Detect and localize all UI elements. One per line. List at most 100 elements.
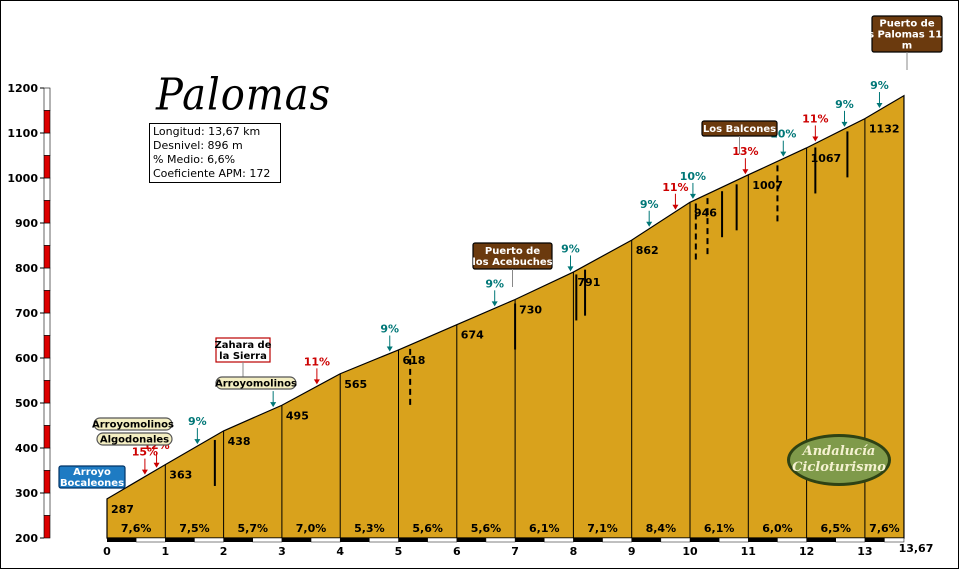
gradient-label: 11% — [662, 181, 688, 194]
y-axis-bar-white — [43, 222, 51, 246]
y-axis-bar-white — [43, 312, 51, 336]
x-axis-bar-white — [835, 537, 866, 543]
y-tick-label: 900 — [15, 217, 38, 230]
segment-gradient-label: 7,1% — [587, 522, 618, 535]
segment-gradient-label: 5,6% — [412, 522, 443, 535]
place-label-box — [215, 337, 271, 363]
x-axis-bar-white — [544, 537, 574, 543]
y-axis-bar-white — [43, 357, 51, 381]
y-tick-label: 200 — [15, 532, 38, 545]
segment-gradient-label: 5,7% — [237, 522, 268, 535]
x-tick-label: 0 — [103, 545, 111, 558]
y-axis-bar-red — [43, 290, 51, 314]
place-label-text: Algodonales — [100, 435, 169, 446]
x-axis-bar-white — [718, 537, 749, 543]
gradient-arrowhead — [567, 266, 574, 272]
segment-gradient-label: 5,3% — [354, 522, 385, 535]
segment-gradient-label: 7,6% — [121, 522, 152, 535]
x-axis-bar-white — [310, 537, 341, 543]
x-axis-bar-white — [777, 537, 807, 543]
segment-gradient-label: 6,1% — [704, 522, 735, 535]
gradient-arrowhead — [313, 379, 320, 385]
place-label-text: Puerto de — [879, 19, 934, 30]
altitude-label: 1132 — [869, 123, 900, 136]
gradient-label: 9% — [561, 242, 580, 255]
y-axis-bar-white — [43, 132, 51, 156]
x-axis-bar-white — [369, 537, 399, 543]
x-tick-label: 11 — [741, 545, 756, 558]
place-label-text: Puerto de — [485, 246, 540, 257]
profile-area — [106, 94, 905, 539]
gradient-arrowhead — [672, 204, 679, 210]
y-axis-bar-white — [43, 177, 51, 201]
andalucia-cicloturismo-logo: Andalucía Cicloturismo — [787, 434, 891, 486]
y-axis-bar-red — [43, 335, 51, 359]
place-label-box — [58, 465, 126, 489]
altitude-label: 618 — [403, 354, 426, 367]
chart-title: Palomas — [156, 69, 332, 121]
altitude-label: 287 — [111, 503, 134, 516]
y-axis-bar-red — [43, 470, 51, 494]
x-axis-bar-white — [252, 537, 283, 543]
y-axis-bar-red — [43, 425, 51, 449]
gradient-arrowhead — [194, 439, 201, 445]
gradient-arrowhead — [780, 151, 787, 157]
altitude-label: 363 — [169, 469, 192, 482]
y-tick-label: 1100 — [7, 127, 38, 140]
route-apm-coefficient: Coeficiente APM: 172 — [153, 167, 271, 180]
place-label-text: Bocaleones — [60, 478, 124, 489]
altitude-label: 1007 — [752, 179, 783, 192]
x-end-label: 13,67 — [899, 542, 934, 555]
altitude-label: 862 — [636, 244, 659, 257]
altitude-label: 1067 — [811, 152, 842, 165]
place-label-text: los Acebuches — [472, 257, 552, 268]
gradient-label: 9% — [870, 79, 889, 92]
x-tick-label: 3 — [278, 545, 286, 558]
segment-gradient-label: 6,5% — [820, 522, 851, 535]
y-tick-label: 800 — [15, 262, 38, 275]
route-average-gradient: % Medio: 6,6% — [153, 153, 236, 166]
y-tick-label: 500 — [15, 397, 38, 410]
x-axis-bar-black — [573, 538, 603, 542]
x-axis-bar-white — [884, 537, 905, 543]
gradient-arrowhead — [141, 469, 148, 475]
place-label-text: m — [902, 41, 912, 52]
logo-line2: Cicloturismo — [792, 460, 886, 475]
x-axis-bar-black — [456, 538, 486, 542]
x-tick-label: 9 — [628, 545, 636, 558]
y-axis-bar-white — [43, 87, 51, 111]
gradient-arrowhead — [689, 193, 696, 199]
x-tick-label: 1 — [161, 545, 169, 558]
x-axis-bar-black — [398, 538, 428, 542]
x-axis-bar-black — [223, 538, 253, 542]
gradient-label: 9% — [380, 322, 399, 335]
x-axis-bar-black — [165, 538, 195, 542]
y-axis-bar-white — [43, 402, 51, 426]
y-tick-label: 400 — [15, 442, 38, 455]
segment-gradient-label: 6,0% — [762, 522, 793, 535]
segment-gradient-label: 7,5% — [179, 522, 210, 535]
place-label-text: Los Balcones — [703, 124, 776, 135]
y-axis-bar-red — [43, 245, 51, 269]
x-axis-bar-white — [194, 537, 224, 543]
gradient-label: 9% — [485, 277, 504, 290]
x-axis-bar-white — [485, 537, 516, 543]
route-info-box: Longitud: 13,67 km Desnivel: 896 m % Med… — [149, 123, 281, 183]
place-label-text: Arroyomolinos — [92, 420, 174, 431]
x-axis-bar-black — [748, 538, 778, 542]
segment-gradient-label: 6,1% — [529, 522, 560, 535]
x-axis-bar-black — [281, 538, 312, 542]
y-tick-label: 1000 — [7, 172, 38, 185]
x-tick-label: 6 — [453, 545, 461, 558]
x-axis-bar-white — [602, 537, 632, 543]
y-axis-bar-red — [43, 380, 51, 404]
place-label-box — [96, 432, 173, 446]
y-axis-bar-red — [43, 155, 51, 179]
x-axis-bar-black — [340, 538, 370, 542]
x-tick-label: 2 — [220, 545, 228, 558]
gradient-label: 9% — [835, 98, 854, 111]
place-label-text: las Palomas 1183 — [858, 30, 956, 41]
place-label-box — [93, 417, 173, 431]
place-label-box — [215, 376, 297, 390]
